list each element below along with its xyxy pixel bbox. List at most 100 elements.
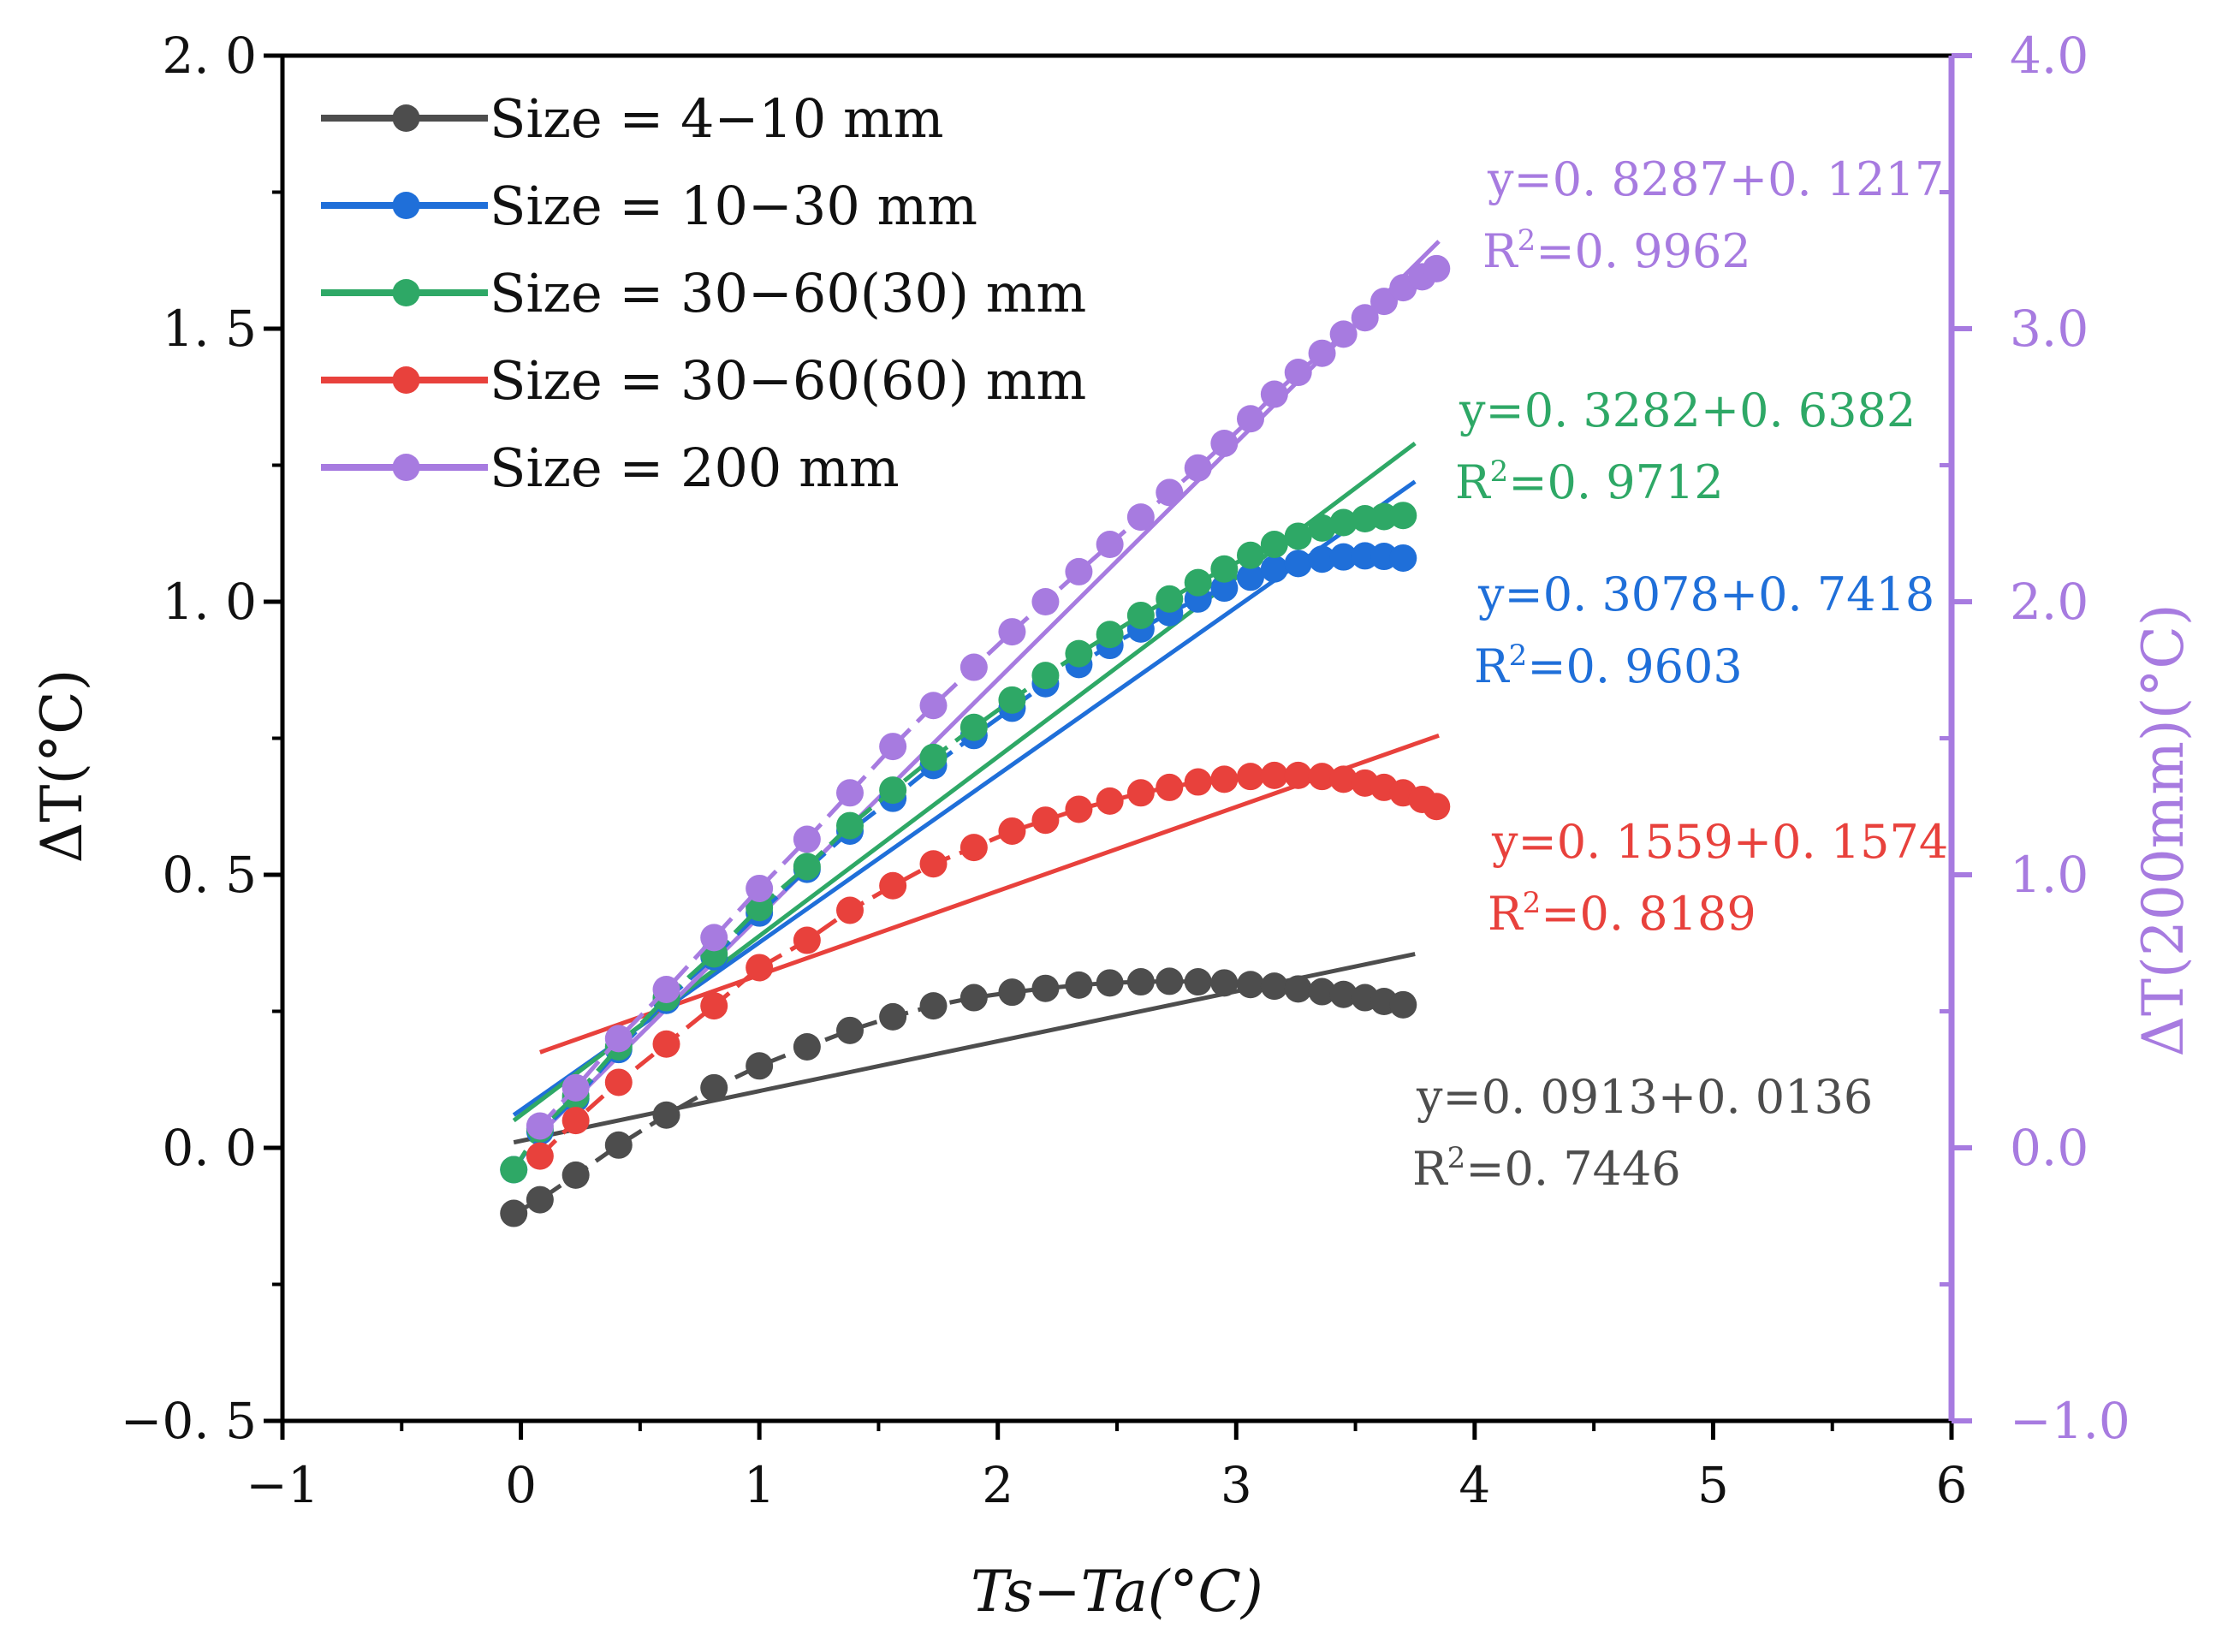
data-point (836, 1016, 864, 1044)
data-point (1065, 639, 1093, 668)
legend-entry-2: Size = 30−60(30) mm (321, 262, 1086, 324)
y2-tick-label: 2.0 (2010, 573, 2088, 631)
series-2 (500, 502, 1417, 1184)
r2-exponent: 2 (1447, 1141, 1466, 1175)
y2-tick-label: 1.0 (2010, 846, 2088, 904)
x-axis-title: Ts−Ta(°C) (971, 1559, 1263, 1625)
y-tick-label: 2. 0 (162, 27, 257, 85)
data-point (1423, 254, 1451, 282)
data-point (700, 924, 728, 952)
data-point (1210, 574, 1239, 603)
r2-value: =0. 9603 (1527, 639, 1742, 693)
data-point (879, 776, 907, 805)
data-point (1096, 969, 1124, 997)
annotation-4-10-equation: y=0. 0913+0. 0136 (1416, 1070, 1873, 1124)
y2-tick-label: 3.0 (2010, 300, 2088, 358)
data-point (1260, 380, 1288, 408)
legend-swatch-marker (392, 454, 420, 481)
y-tick-label: −0. 5 (121, 1392, 257, 1450)
y-tick-label: 1. 5 (162, 300, 257, 358)
y-axis-title: ΔT(°C) (29, 669, 95, 864)
data-point (1370, 288, 1398, 316)
r2-value: =0. 9962 (1536, 224, 1750, 278)
data-point (919, 850, 948, 878)
y-tick-label: 0. 5 (162, 846, 257, 904)
data-point (1096, 531, 1124, 559)
r2-label: R (1488, 887, 1524, 941)
y2-axis-title: ΔT(200mm)(°C) (2130, 603, 2196, 1056)
data-point (919, 992, 948, 1020)
data-point (1184, 968, 1212, 996)
x-tick-label: 5 (1697, 1456, 1729, 1514)
data-point (1260, 531, 1288, 559)
r2-value: =0. 8189 (1541, 887, 1756, 941)
axis-ticks (264, 53, 1972, 1440)
data-point (746, 1052, 774, 1080)
data-point (1184, 568, 1212, 597)
r2-label: R (1474, 639, 1510, 693)
data-point (1156, 773, 1184, 801)
x-tick-label: 1 (744, 1456, 775, 1514)
data-point (1237, 971, 1264, 999)
data-point (746, 894, 774, 922)
data-point (960, 713, 988, 741)
series-3 (526, 761, 1451, 1170)
data-point (1308, 763, 1336, 791)
data-point (1260, 761, 1288, 789)
data-point (998, 686, 1026, 714)
y-tick-label: 0. 0 (162, 1119, 257, 1177)
data-point (1031, 974, 1060, 1002)
data-point (1065, 795, 1093, 823)
data-point (1031, 662, 1060, 690)
data-point (1210, 969, 1239, 997)
data-point (700, 992, 728, 1020)
data-point (1308, 545, 1336, 573)
data-point (879, 733, 907, 761)
data-point (500, 1156, 528, 1184)
r2-exponent: 2 (1509, 639, 1528, 673)
r2-exponent: 2 (1518, 223, 1536, 258)
series-4 (526, 254, 1451, 1140)
data-series (500, 254, 1451, 1227)
data-point (1210, 429, 1239, 457)
data-point (1184, 768, 1212, 796)
data-point (793, 853, 821, 881)
r2-exponent: 2 (1523, 886, 1542, 920)
annotation-30-60-30-equation: y=0. 3282+0. 6382 (1459, 383, 1916, 437)
r2-value: =0. 9712 (1508, 455, 1723, 509)
data-point (1308, 978, 1336, 1006)
r2-value: =0. 7446 (1465, 1142, 1680, 1196)
x-tick-label: 0 (505, 1456, 537, 1514)
legend-swatch-marker (392, 104, 420, 132)
annotation-4-10-r2: R2=0. 7446 (1412, 1141, 1681, 1196)
data-point (1096, 787, 1124, 815)
legend-swatch-marker (392, 366, 420, 394)
data-point (1329, 543, 1358, 571)
data-point (1210, 765, 1239, 793)
data-point (998, 618, 1026, 646)
data-point (746, 874, 774, 902)
legend-swatch-marker (392, 192, 420, 219)
data-point (836, 779, 864, 807)
data-point (919, 743, 948, 771)
x-tick-label: −1 (246, 1456, 319, 1514)
data-point (1031, 806, 1060, 835)
series-line-2 (512, 513, 1404, 1171)
data-point (746, 954, 774, 982)
data-point (836, 896, 864, 924)
legend-entry-1: Size = 10−30 mm (321, 175, 977, 237)
data-point (1284, 975, 1312, 1003)
data-point (561, 1161, 590, 1189)
data-point (1210, 555, 1239, 583)
data-point (1237, 563, 1264, 591)
data-point (1284, 359, 1312, 387)
data-point (500, 1199, 528, 1227)
data-point (1389, 544, 1417, 572)
data-point (793, 926, 821, 954)
legend-entry-4: Size = 200 mm (321, 437, 900, 499)
data-point (1260, 555, 1288, 583)
series-0 (500, 967, 1417, 1227)
data-point (1284, 550, 1312, 578)
data-point (1423, 793, 1451, 821)
annotation-30-60-60-equation: y=0. 1559+0. 1574 (1491, 815, 1948, 869)
